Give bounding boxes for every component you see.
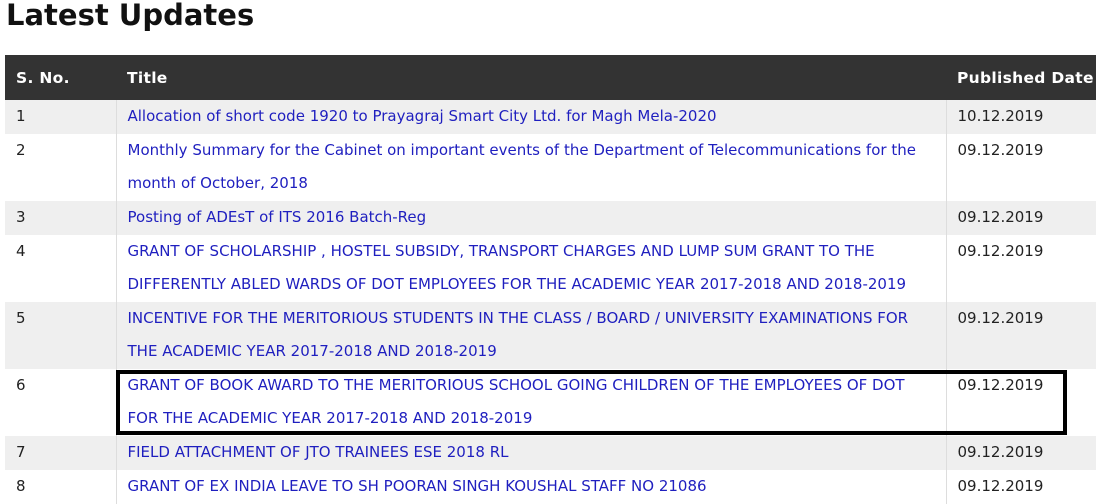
- row-date: 09.12.2019: [945, 134, 1096, 201]
- update-title-link[interactable]: FIELD ATTACHMENT OF JTO TRAINEES ESE 201…: [127, 443, 509, 461]
- row-date: 09.12.2019: [945, 470, 1096, 504]
- row-date: 09.12.2019: [945, 436, 1096, 470]
- row-date: 09.12.2019: [945, 201, 1096, 235]
- latest-updates-table: S. No. Title Published Date 1 Allocation…: [5, 55, 1096, 504]
- row-sno: 3: [16, 208, 26, 226]
- update-title-link[interactable]: GRANT OF BOOK AWARD TO THE MERITORIOUS S…: [127, 376, 905, 427]
- update-title-link[interactable]: INCENTIVE FOR THE MERITORIOUS STUDENTS I…: [127, 309, 909, 360]
- table-row: 2 Monthly Summary for the Cabinet on imp…: [5, 134, 1096, 201]
- update-title-link[interactable]: GRANT OF EX INDIA LEAVE TO SH POORAN SIN…: [127, 477, 707, 495]
- table-row: 8 GRANT OF EX INDIA LEAVE TO SH POORAN S…: [5, 470, 1096, 504]
- column-header-title: Title: [116, 55, 946, 100]
- table-row: 6 GRANT OF BOOK AWARD TO THE MERITORIOUS…: [5, 369, 1096, 436]
- row-sno: 7: [16, 443, 26, 461]
- table-header: S. No. Title Published Date: [5, 55, 1096, 100]
- table-row: 1 Allocation of short code 1920 to Praya…: [5, 100, 1096, 134]
- column-header-sno: S. No.: [5, 55, 116, 100]
- page-title: Latest Updates: [6, 0, 255, 32]
- table-row: 3 Posting of ADEsT of ITS 2016 Batch-Reg…: [5, 201, 1096, 235]
- row-sno: 2: [16, 141, 26, 159]
- row-date: 10.12.2019: [945, 100, 1096, 134]
- row-date: 09.12.2019: [945, 302, 1096, 369]
- row-date: 09.12.2019: [945, 369, 1096, 436]
- update-title-link[interactable]: Monthly Summary for the Cabinet on impor…: [127, 141, 916, 192]
- row-sno: 1: [16, 107, 26, 125]
- table-row: 4 GRANT OF SCHOLARSHIP , HOSTEL SUBSIDY,…: [5, 235, 1096, 302]
- update-title-link[interactable]: Posting of ADEsT of ITS 2016 Batch-Reg: [127, 208, 427, 226]
- row-date: 09.12.2019: [945, 235, 1096, 302]
- table-row: 5 INCENTIVE FOR THE MERITORIOUS STUDENTS…: [5, 302, 1096, 369]
- row-sno: 5: [16, 309, 26, 327]
- row-sno: 6: [16, 376, 26, 394]
- table-row: 7 FIELD ATTACHMENT OF JTO TRAINEES ESE 2…: [5, 436, 1096, 470]
- row-sno: 8: [16, 477, 26, 495]
- column-header-date: Published Date: [946, 55, 1096, 100]
- update-title-link[interactable]: Allocation of short code 1920 to Prayagr…: [127, 107, 717, 125]
- update-title-link[interactable]: GRANT OF SCHOLARSHIP , HOSTEL SUBSIDY, T…: [127, 242, 907, 293]
- row-sno: 4: [16, 242, 26, 260]
